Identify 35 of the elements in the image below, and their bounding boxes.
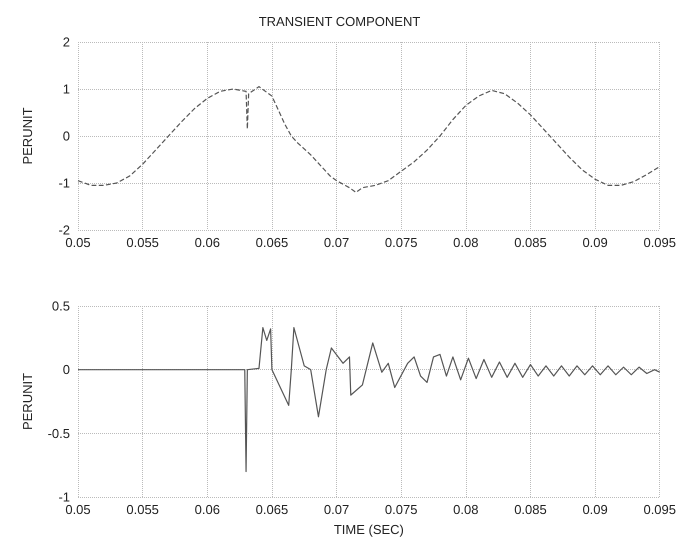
line-series (77, 86, 660, 193)
x-tick-label: 0.07 (324, 502, 350, 517)
x-tick-label: 0.075 (384, 235, 418, 250)
x-tick-label: 0.06 (194, 502, 220, 517)
x-tick-label: 0.075 (384, 502, 418, 517)
y-tick-label: 1 (62, 82, 70, 96)
x-tick-label: 0.09 (582, 502, 608, 517)
y-tick-label: -0.5 (48, 426, 70, 441)
x-tick-label: 0.085 (514, 235, 547, 250)
y-tick-label: 0 (62, 362, 70, 378)
x-tick-label: 0.06 (194, 235, 220, 250)
x-tick-label: 0.08 (453, 502, 478, 517)
x-tick-label: 0.085 (514, 502, 547, 517)
x-tick-label: 0.055 (126, 502, 159, 517)
y-tick-label: -2 (58, 222, 70, 238)
x-tick-label: 0.065 (256, 235, 288, 250)
y-axis-title: PERUNIT (20, 107, 35, 165)
x-tick-label: 0.095 (643, 235, 676, 250)
x-tick-label: 0.05 (65, 235, 91, 250)
y-tick-label: 2 (62, 34, 70, 50)
x-tick-label: 0.065 (256, 502, 288, 517)
y-tick-label: 0 (62, 128, 70, 144)
y-axis-title: PERUNIT (20, 372, 35, 430)
x-tick-label: 0.05 (65, 502, 91, 517)
x-tick-label: 0.055 (126, 235, 159, 250)
chart-title: TRANSIENT COMPONENT (258, 14, 420, 29)
x-tick-label: 0.095 (643, 502, 676, 517)
x-tick-label: 0.07 (324, 235, 350, 250)
x-tick-label: 0.09 (582, 235, 608, 250)
y-tick-label: 0.5 (52, 298, 70, 314)
y-tick-label: -1 (58, 176, 70, 190)
x-axis-title: TIME (SEC) (334, 522, 404, 537)
x-tick-label: 0.08 (453, 235, 478, 250)
y-tick-label: -1 (58, 490, 70, 504)
line-series (77, 327, 660, 472)
